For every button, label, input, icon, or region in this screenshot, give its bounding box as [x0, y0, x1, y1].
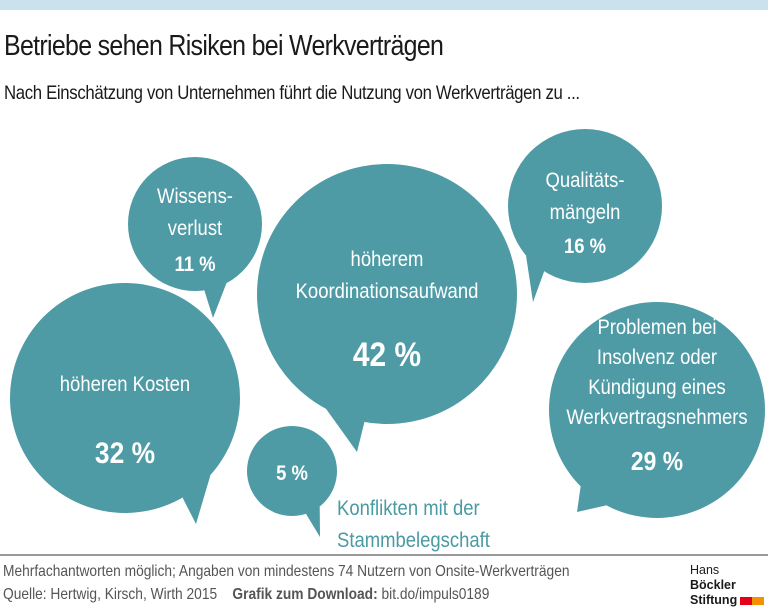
bubble-circle [128, 157, 262, 291]
logo-red-bar [740, 596, 753, 605]
bubble-tail [305, 506, 320, 537]
logo-boeckler: Böckler [690, 578, 736, 592]
hans-boeckler-logo: Hans Böckler Stiftung [690, 563, 768, 608]
bubble-label: Konflikten mit der [337, 497, 480, 520]
bubble-label: mängeln [550, 201, 621, 224]
bubble-label: höherem [351, 248, 424, 271]
speech-bubble: Wissens-verlust 11 % [124, 153, 266, 318]
bubble-label: Wissens- [157, 185, 233, 208]
speech-bubble: Qualitäts-mängeln 16 % [504, 125, 666, 302]
bubble-tail [182, 474, 211, 524]
footer-divider [0, 554, 768, 556]
footnote: Mehrfachantworten möglich; Angaben von m… [3, 563, 570, 580]
speech-bubble: Problemen bei Insolvenz oder Kündigung ein… [545, 298, 768, 522]
bubble-label: Qualitäts- [545, 169, 624, 192]
bubble-circle [549, 302, 765, 518]
speech-bubble: höheren Kosten 32 % [6, 279, 244, 524]
speech-bubble: höherem Koordinationsaufwand 42 % [253, 160, 521, 452]
download-label: Grafik zum Download: [232, 586, 378, 603]
bubble-value: 32 % [95, 435, 155, 469]
bubble-tail [577, 486, 607, 512]
bubble-circle [247, 426, 337, 516]
source-line: Quelle: Hertwig, Kirsch, Wirth 2015 Graf… [3, 586, 489, 604]
page-title: Betriebe sehen Risiken bei Werkverträgen [4, 30, 444, 62]
bubble-label: verlust [168, 217, 223, 240]
bubble-label: Insolvenz oder [597, 346, 717, 369]
bubble-value: 29 % [631, 448, 683, 477]
bubble-value: 11 % [174, 253, 215, 276]
logo-stiftung: Stiftung [690, 593, 738, 607]
bubble-value: 5 % [276, 462, 308, 485]
bubble-label: Kündigung eines [588, 376, 726, 399]
top-color-bar [0, 0, 768, 10]
logo-hans: Hans [690, 563, 720, 577]
logo-orange-bar [752, 596, 765, 605]
page-subtitle: Nach Einschätzung von Unternehmen führt … [4, 82, 580, 104]
bubble-label: Werkvertragsnehmers [566, 406, 747, 429]
bubble-tail [526, 255, 545, 302]
download-link[interactable]: bit.do/impuls0189 [381, 586, 490, 603]
source-text: Quelle: Hertwig, Kirsch, Wirth 2015 [3, 586, 218, 603]
bubble-label: höheren Kosten [60, 373, 190, 396]
bubble-label: Stammbelegschaft [337, 529, 490, 552]
bubble-label: Koordinationsaufwand [296, 280, 479, 303]
bubble-value: 16 % [564, 235, 606, 258]
speech-bubble: Konflikten mit der Stammbelegschaft 5 % [243, 422, 490, 552]
bubble-circle [257, 164, 517, 424]
bubble-value: 42 % [353, 335, 421, 373]
bubble-circle [508, 129, 662, 283]
bubble-tail [325, 408, 365, 452]
bubble-tail [204, 283, 227, 318]
bubble-circle [10, 283, 240, 513]
bubble-label: Problemen bei [597, 316, 716, 339]
bubble-chart: höherem Koordinationsaufwand 42 % höheren K… [6, 125, 768, 553]
